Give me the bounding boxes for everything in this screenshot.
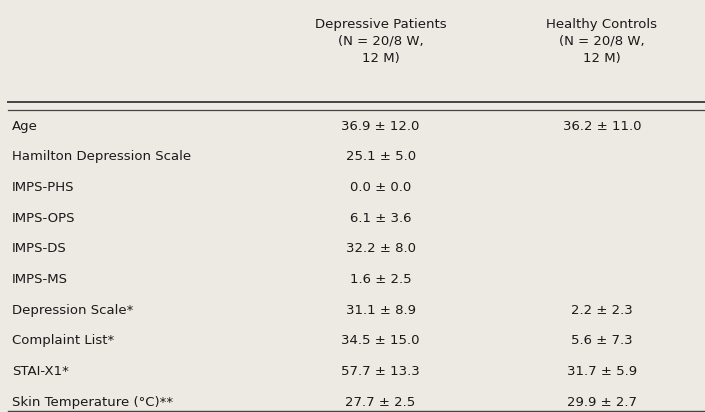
Text: IMPS-OPS: IMPS-OPS — [12, 212, 75, 225]
Text: IMPS-DS: IMPS-DS — [12, 242, 67, 255]
Text: 6.1 ± 3.6: 6.1 ± 3.6 — [350, 212, 411, 225]
Text: 29.9 ± 2.7: 29.9 ± 2.7 — [567, 396, 637, 409]
Text: 25.1 ± 5.0: 25.1 ± 5.0 — [345, 150, 416, 163]
Text: IMPS-PHS: IMPS-PHS — [12, 181, 75, 194]
Text: 5.6 ± 7.3: 5.6 ± 7.3 — [571, 334, 632, 347]
Text: 0.0 ± 0.0: 0.0 ± 0.0 — [350, 181, 411, 194]
Text: 32.2 ± 8.0: 32.2 ± 8.0 — [345, 242, 415, 255]
Text: Depression Scale*: Depression Scale* — [12, 304, 133, 317]
Text: 2.2 ± 2.3: 2.2 ± 2.3 — [571, 304, 632, 317]
Text: Hamilton Depression Scale: Hamilton Depression Scale — [12, 150, 191, 163]
Text: 27.7 ± 2.5: 27.7 ± 2.5 — [345, 396, 416, 409]
Text: 36.2 ± 11.0: 36.2 ± 11.0 — [563, 119, 641, 133]
Text: IMPS-MS: IMPS-MS — [12, 273, 68, 286]
Text: 34.5 ± 15.0: 34.5 ± 15.0 — [341, 334, 420, 347]
Text: Complaint List*: Complaint List* — [12, 334, 114, 347]
Text: STAI-X1*: STAI-X1* — [12, 365, 69, 378]
Text: 57.7 ± 13.3: 57.7 ± 13.3 — [341, 365, 420, 378]
Text: 36.9 ± 12.0: 36.9 ± 12.0 — [341, 119, 419, 133]
Text: 31.7 ± 5.9: 31.7 ± 5.9 — [567, 365, 637, 378]
Text: Healthy Controls
(N = 20/8 W,
12 M): Healthy Controls (N = 20/8 W, 12 M) — [546, 18, 657, 65]
Text: Depressive Patients
(N = 20/8 W,
12 M): Depressive Patients (N = 20/8 W, 12 M) — [314, 18, 446, 65]
Text: 1.6 ± 2.5: 1.6 ± 2.5 — [350, 273, 412, 286]
Text: Age: Age — [12, 119, 38, 133]
Text: 31.1 ± 8.9: 31.1 ± 8.9 — [345, 304, 415, 317]
Text: Skin Temperature (°C)**: Skin Temperature (°C)** — [12, 396, 173, 409]
